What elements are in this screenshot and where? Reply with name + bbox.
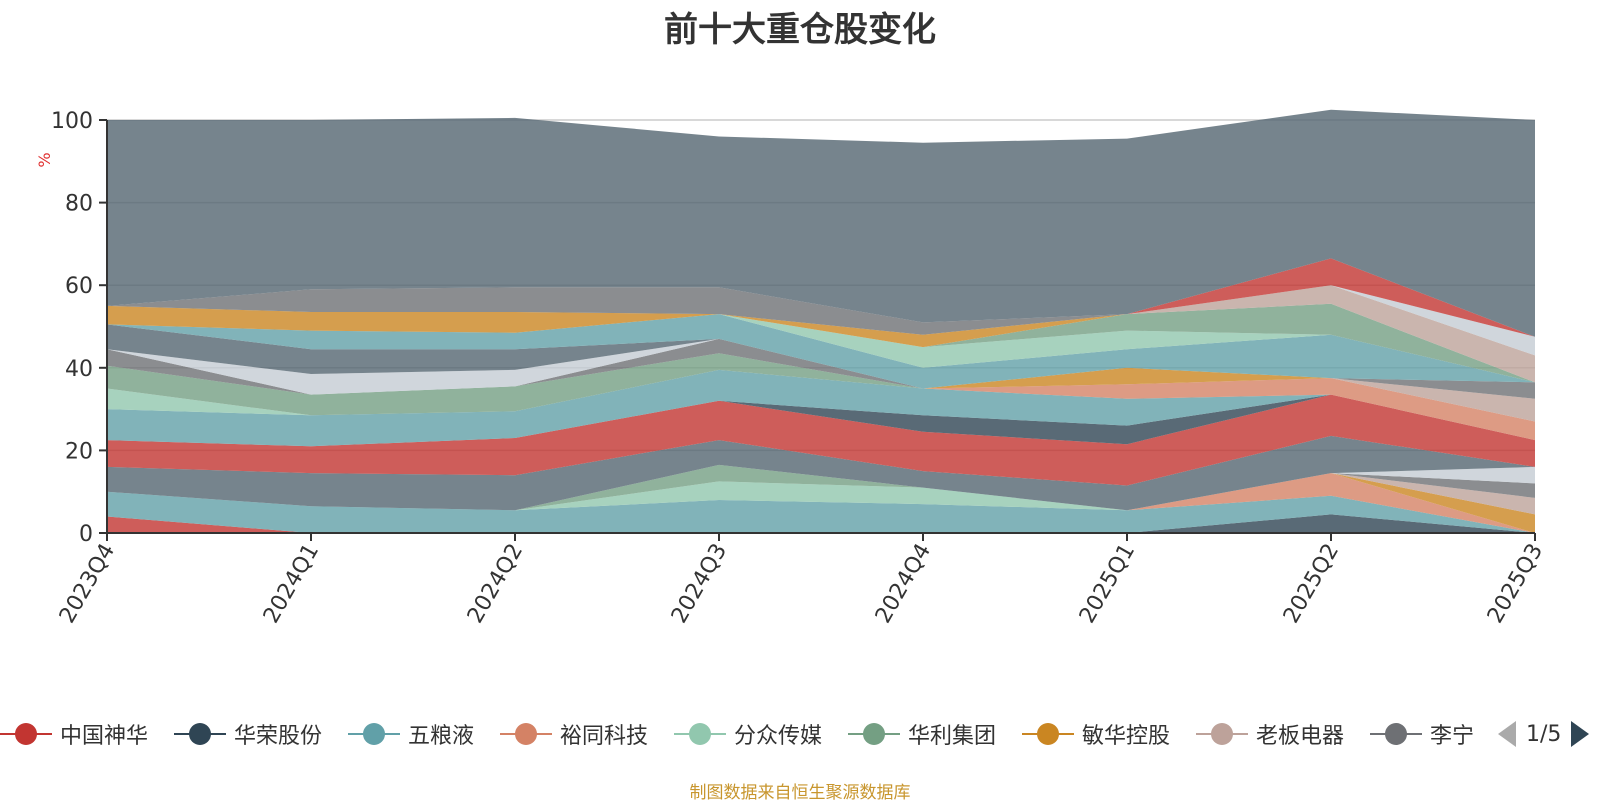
legend-next-icon[interactable]: [1569, 719, 1591, 749]
area-series-16: [107, 353, 1535, 422]
legend-prev-icon[interactable]: [1496, 719, 1518, 749]
legend-marker-icon: [1370, 723, 1422, 745]
legend-marker-icon: [500, 723, 552, 745]
area-series-30: [107, 109, 1535, 337]
y-tick-label: 0: [79, 522, 93, 547]
area-series-10: [107, 435, 1535, 511]
x-tick-label: 2025Q3: [1483, 540, 1548, 628]
legend-page-indicator: 1/5: [1526, 721, 1562, 747]
area-series-14: [107, 369, 1535, 441]
legend-marker-icon: [0, 723, 52, 745]
legend-label: 敏华控股: [1082, 724, 1171, 749]
x-tick-label: 2024Q2: [463, 540, 528, 628]
chart-title: 前十大重仓股变化: [664, 10, 936, 50]
legend-item-4[interactable]: 分众传媒: [674, 716, 822, 752]
y-tick-label: 100: [51, 109, 93, 134]
area-series-21: [107, 324, 1535, 389]
area-series-24: [107, 303, 1535, 383]
legend-item-5[interactable]: 华利集团: [848, 716, 996, 752]
legend-label: 分众传媒: [734, 724, 823, 749]
area-series-5: [107, 464, 1535, 533]
x-tick-label: 2025Q2: [1279, 540, 1344, 628]
y-tick-label: 80: [65, 192, 93, 217]
x-tick-label: 2024Q3: [667, 540, 732, 628]
area-series-13: [107, 369, 1535, 447]
legend-marker-icon: [1196, 723, 1248, 745]
legend-label: 中国神华: [60, 724, 149, 749]
legend-label: 华利集团: [908, 724, 997, 749]
legend-marker-icon: [674, 723, 726, 745]
x-tick-label: 2025Q1: [1075, 540, 1140, 628]
legend-item-0[interactable]: 中国神华: [0, 716, 148, 752]
x-tick-label: 2024Q4: [871, 540, 936, 628]
y-axis-label: %: [35, 152, 54, 167]
legend-item-1[interactable]: 华荣股份: [174, 716, 322, 752]
area-series-2: [107, 491, 1535, 533]
area-series-22: [107, 314, 1535, 389]
y-tick-label: 60: [65, 274, 93, 299]
legend-marker-icon: [174, 723, 226, 745]
legend-pager: 1/5: [1496, 716, 1591, 752]
legend-items: 中国神华 华荣股份 五粮液 裕同科技 分众传媒 华利集团 敏华控股 老板电器 李宁: [0, 716, 1478, 756]
x-tick-label: 2023Q4: [55, 540, 120, 628]
legend-marker-icon: [848, 723, 900, 745]
y-tick-label: 40: [65, 357, 93, 382]
area-series-1: [107, 514, 1535, 533]
legend-label: 裕同科技: [560, 724, 649, 749]
legend-marker-icon: [348, 723, 400, 745]
source-note: 制图数据来自恒生聚源数据库: [689, 783, 911, 803]
area-series-29: [107, 258, 1535, 337]
area-series: [107, 109, 1535, 533]
legend-item-7[interactable]: 老板电器: [1196, 716, 1344, 752]
legend-label: 五粮液: [408, 724, 475, 749]
legend-label: 华荣股份: [234, 724, 323, 749]
area-series-0: [107, 516, 1535, 533]
stacked-area-chart: 0 20 40 60 80 100 2023Q4 2024Q1 2024Q2 2024Q3 2024…: [35, 109, 1548, 628]
x-tick-label: 2024Q1: [259, 540, 324, 628]
area-series-25: [107, 285, 1535, 383]
legend-label: 老板电器: [1256, 724, 1345, 749]
area-series-11: [107, 394, 1535, 486]
legend-marker-icon: [1022, 723, 1074, 745]
legend-item-8[interactable]: 李宁: [1370, 716, 1474, 752]
area-series-20: [107, 338, 1535, 395]
legend: 中国神华 华荣股份 五粮液 裕同科技 分众传媒 华利集团 敏华控股 老板电器 李宁 1/5: [0, 716, 1600, 756]
legend-item-6[interactable]: 敏华控股: [1022, 716, 1170, 752]
area-series-19: [107, 338, 1535, 399]
legend-item-3[interactable]: 裕同科技: [500, 716, 648, 752]
legend-label: 李宁: [1430, 724, 1475, 749]
legend-item-2[interactable]: 五粮液: [348, 716, 474, 752]
y-tick-label: 20: [65, 439, 93, 464]
area-series-4: [107, 473, 1535, 533]
area-series-28: [107, 258, 1535, 348]
